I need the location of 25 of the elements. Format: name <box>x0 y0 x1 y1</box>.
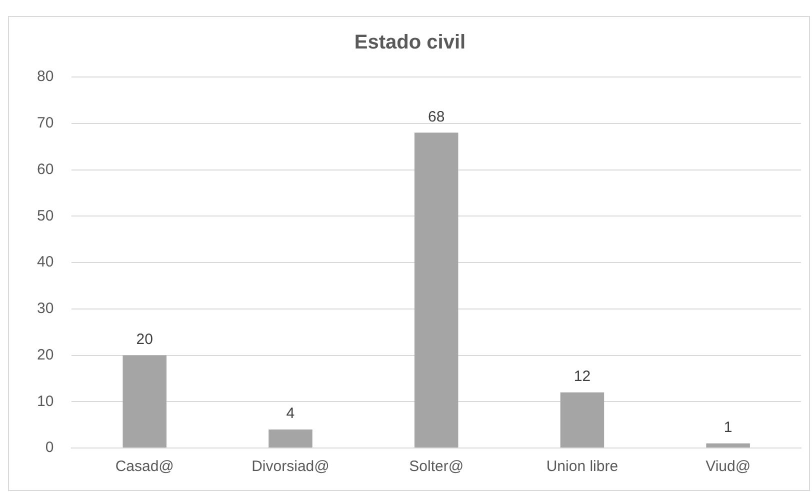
y-tick-label: 30 <box>36 300 54 318</box>
y-tick-label: 40 <box>36 254 54 271</box>
data-label: 20 <box>136 330 153 348</box>
data-label: 4 <box>286 405 295 422</box>
x-tick-label: Viud@ <box>706 458 751 476</box>
x-tick-label: Casad@ <box>115 458 174 476</box>
bar <box>268 429 312 448</box>
x-tick-label: Solter@ <box>409 458 464 476</box>
bar <box>122 355 166 448</box>
data-label: 12 <box>574 368 591 385</box>
bar <box>560 392 604 448</box>
chart-title: Estado civil <box>354 32 466 54</box>
y-tick-label: 70 <box>36 114 54 132</box>
x-tick-label: Divorsiad@ <box>252 458 330 476</box>
bar <box>706 443 750 448</box>
x-tick-label: Union libre <box>546 458 618 476</box>
data-label: 68 <box>428 108 445 126</box>
y-tick-label: 20 <box>36 346 54 364</box>
y-tick-label: 10 <box>36 392 54 410</box>
data-label: 1 <box>724 419 732 436</box>
y-tick-label: 60 <box>36 160 54 178</box>
y-tick-label: 50 <box>36 207 54 224</box>
bar <box>414 132 458 448</box>
y-tick-label: 0 <box>45 439 54 456</box>
y-tick-label: 80 <box>36 68 54 86</box>
